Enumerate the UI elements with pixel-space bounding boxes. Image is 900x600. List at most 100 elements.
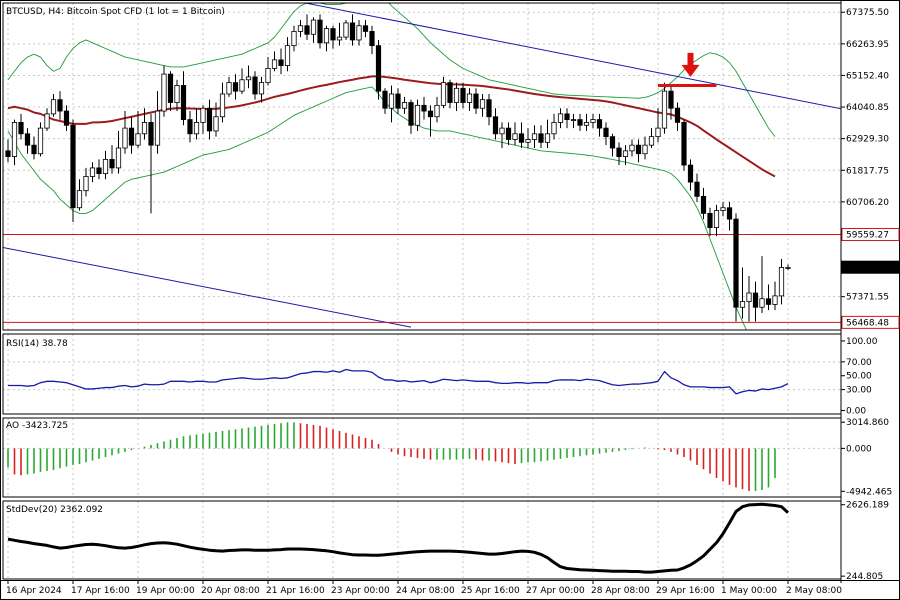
candle[interactable] <box>421 96 427 120</box>
candle[interactable] <box>356 20 362 46</box>
candle[interactable] <box>193 108 200 140</box>
candle[interactable] <box>226 76 232 97</box>
candle[interactable] <box>746 275 752 322</box>
candle[interactable] <box>642 136 648 160</box>
candle[interactable] <box>453 82 460 112</box>
candle[interactable] <box>213 102 219 137</box>
candle[interactable] <box>434 96 440 123</box>
candle[interactable] <box>473 88 479 114</box>
candle[interactable] <box>349 14 356 46</box>
candle[interactable] <box>31 136 37 160</box>
price-pane[interactable] <box>0 0 900 375</box>
candle[interactable] <box>102 150 109 180</box>
candle[interactable] <box>726 202 733 231</box>
candle[interactable] <box>681 119 687 171</box>
candle[interactable] <box>778 258 785 305</box>
candle[interactable] <box>700 187 707 220</box>
candle[interactable] <box>408 99 414 134</box>
candle[interactable] <box>765 284 772 311</box>
candle[interactable] <box>141 108 148 140</box>
candle[interactable] <box>525 128 531 149</box>
stddev-pane[interactable] <box>7 502 790 574</box>
candle[interactable] <box>128 116 135 154</box>
candle[interactable] <box>239 68 245 94</box>
candle[interactable] <box>70 119 76 222</box>
candle[interactable] <box>11 119 18 166</box>
candle[interactable] <box>531 125 538 149</box>
candle[interactable] <box>577 113 583 131</box>
candle[interactable] <box>135 111 141 149</box>
candle[interactable] <box>63 105 70 131</box>
ao-pane[interactable] <box>7 422 776 491</box>
candle[interactable] <box>752 281 759 322</box>
candle[interactable] <box>109 145 115 174</box>
candle[interactable] <box>174 79 180 112</box>
candle[interactable] <box>252 71 258 100</box>
candle[interactable] <box>219 82 226 123</box>
candle[interactable] <box>278 48 284 75</box>
candle[interactable] <box>427 105 434 137</box>
candle[interactable] <box>148 113 154 214</box>
candle[interactable] <box>89 162 96 183</box>
candle[interactable] <box>655 108 661 143</box>
candle[interactable] <box>291 25 297 52</box>
candle[interactable] <box>460 82 466 109</box>
candle[interactable] <box>596 113 603 137</box>
candle[interactable] <box>167 71 174 112</box>
candle[interactable] <box>583 113 590 131</box>
candle[interactable] <box>18 113 24 140</box>
candle[interactable] <box>76 179 83 211</box>
candle[interactable] <box>570 113 577 129</box>
candle[interactable] <box>609 133 616 157</box>
candle[interactable] <box>317 14 323 49</box>
candle[interactable] <box>284 37 291 72</box>
candle[interactable] <box>388 85 395 123</box>
candle[interactable] <box>603 122 609 146</box>
candle[interactable] <box>115 130 122 174</box>
candle[interactable] <box>330 25 336 49</box>
candle[interactable] <box>648 128 655 149</box>
candle[interactable] <box>512 122 518 146</box>
candle[interactable] <box>538 125 544 149</box>
candle[interactable] <box>336 22 343 46</box>
candle[interactable] <box>180 71 187 126</box>
candle[interactable] <box>557 108 564 129</box>
candle[interactable] <box>440 76 447 109</box>
candle[interactable] <box>707 207 713 237</box>
candle[interactable] <box>492 108 499 140</box>
candle[interactable] <box>687 159 694 191</box>
candle[interactable] <box>37 122 44 157</box>
candle[interactable] <box>265 57 271 86</box>
candle[interactable] <box>674 102 681 131</box>
candle[interactable] <box>479 93 486 117</box>
candle[interactable] <box>310 17 317 43</box>
candle[interactable] <box>466 88 473 112</box>
candle[interactable] <box>96 159 102 180</box>
candle[interactable] <box>616 142 622 166</box>
candle[interactable] <box>544 119 551 149</box>
candle[interactable] <box>694 173 700 203</box>
candle[interactable] <box>323 25 330 52</box>
candle[interactable] <box>304 14 310 40</box>
candle[interactable] <box>57 91 63 120</box>
candle[interactable] <box>375 39 382 100</box>
candle[interactable] <box>258 76 265 103</box>
trendline-0[interactable] <box>255 0 900 125</box>
candle[interactable] <box>635 139 642 163</box>
candle[interactable] <box>414 99 421 131</box>
candle[interactable] <box>564 108 570 129</box>
price-plot-area[interactable] <box>0 0 900 375</box>
candle[interactable] <box>343 20 349 40</box>
rsi-pane[interactable] <box>8 368 789 395</box>
candle[interactable] <box>401 96 408 114</box>
candle[interactable] <box>590 113 596 129</box>
candle[interactable] <box>5 139 11 163</box>
candle[interactable] <box>83 167 89 197</box>
candle[interactable] <box>505 122 512 146</box>
candle[interactable] <box>772 281 778 311</box>
candle[interactable] <box>154 91 161 154</box>
candle[interactable] <box>518 122 525 149</box>
candle[interactable] <box>622 145 629 166</box>
candle[interactable] <box>720 202 726 217</box>
